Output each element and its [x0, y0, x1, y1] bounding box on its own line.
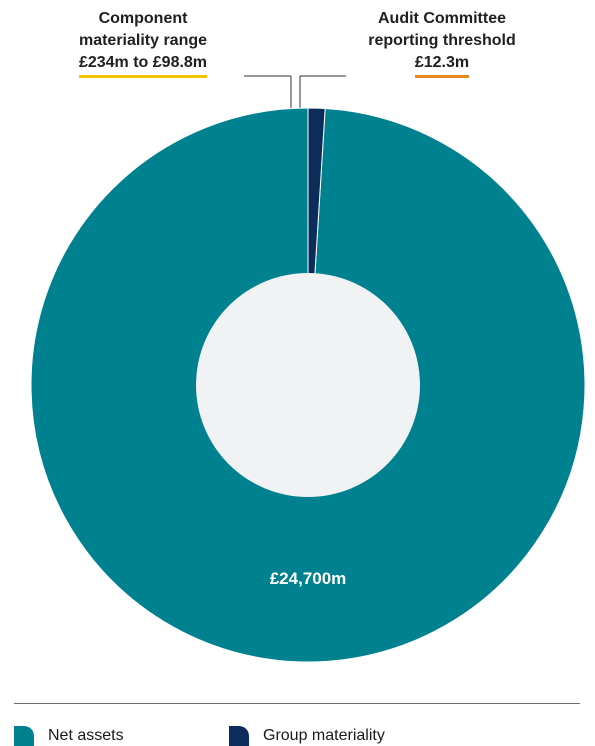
component-materiality-callout: Component materiality range £234m to £98…	[48, 8, 238, 78]
audit-callout-line2: reporting threshold	[368, 32, 516, 49]
donut-center	[196, 273, 420, 497]
net-assets-swatch	[14, 726, 34, 746]
component-callout-value: £234m to £98.8m	[78, 52, 208, 78]
audit-callout-value: £12.3m	[414, 52, 470, 78]
group-materiality-swatch	[229, 726, 249, 746]
component-callout-line1: Component	[98, 10, 188, 27]
legend-label-net-assets: Net assets	[48, 727, 124, 744]
donut-chart: £24,700m	[30, 75, 586, 663]
legend-item-group-materiality: Group materiality	[229, 726, 385, 746]
net-assets-value-label: £24,700m	[270, 569, 347, 588]
legend-divider	[14, 703, 580, 704]
legend-label-group-materiality: Group materiality	[263, 727, 385, 744]
audit-callout-line1: Audit Committee	[378, 10, 506, 27]
audit-threshold-callout: Audit Committee reporting threshold £12.…	[332, 8, 552, 78]
component-callout-line2: materiality range	[78, 32, 208, 49]
legend-item-net-assets: Net assets	[14, 726, 124, 746]
